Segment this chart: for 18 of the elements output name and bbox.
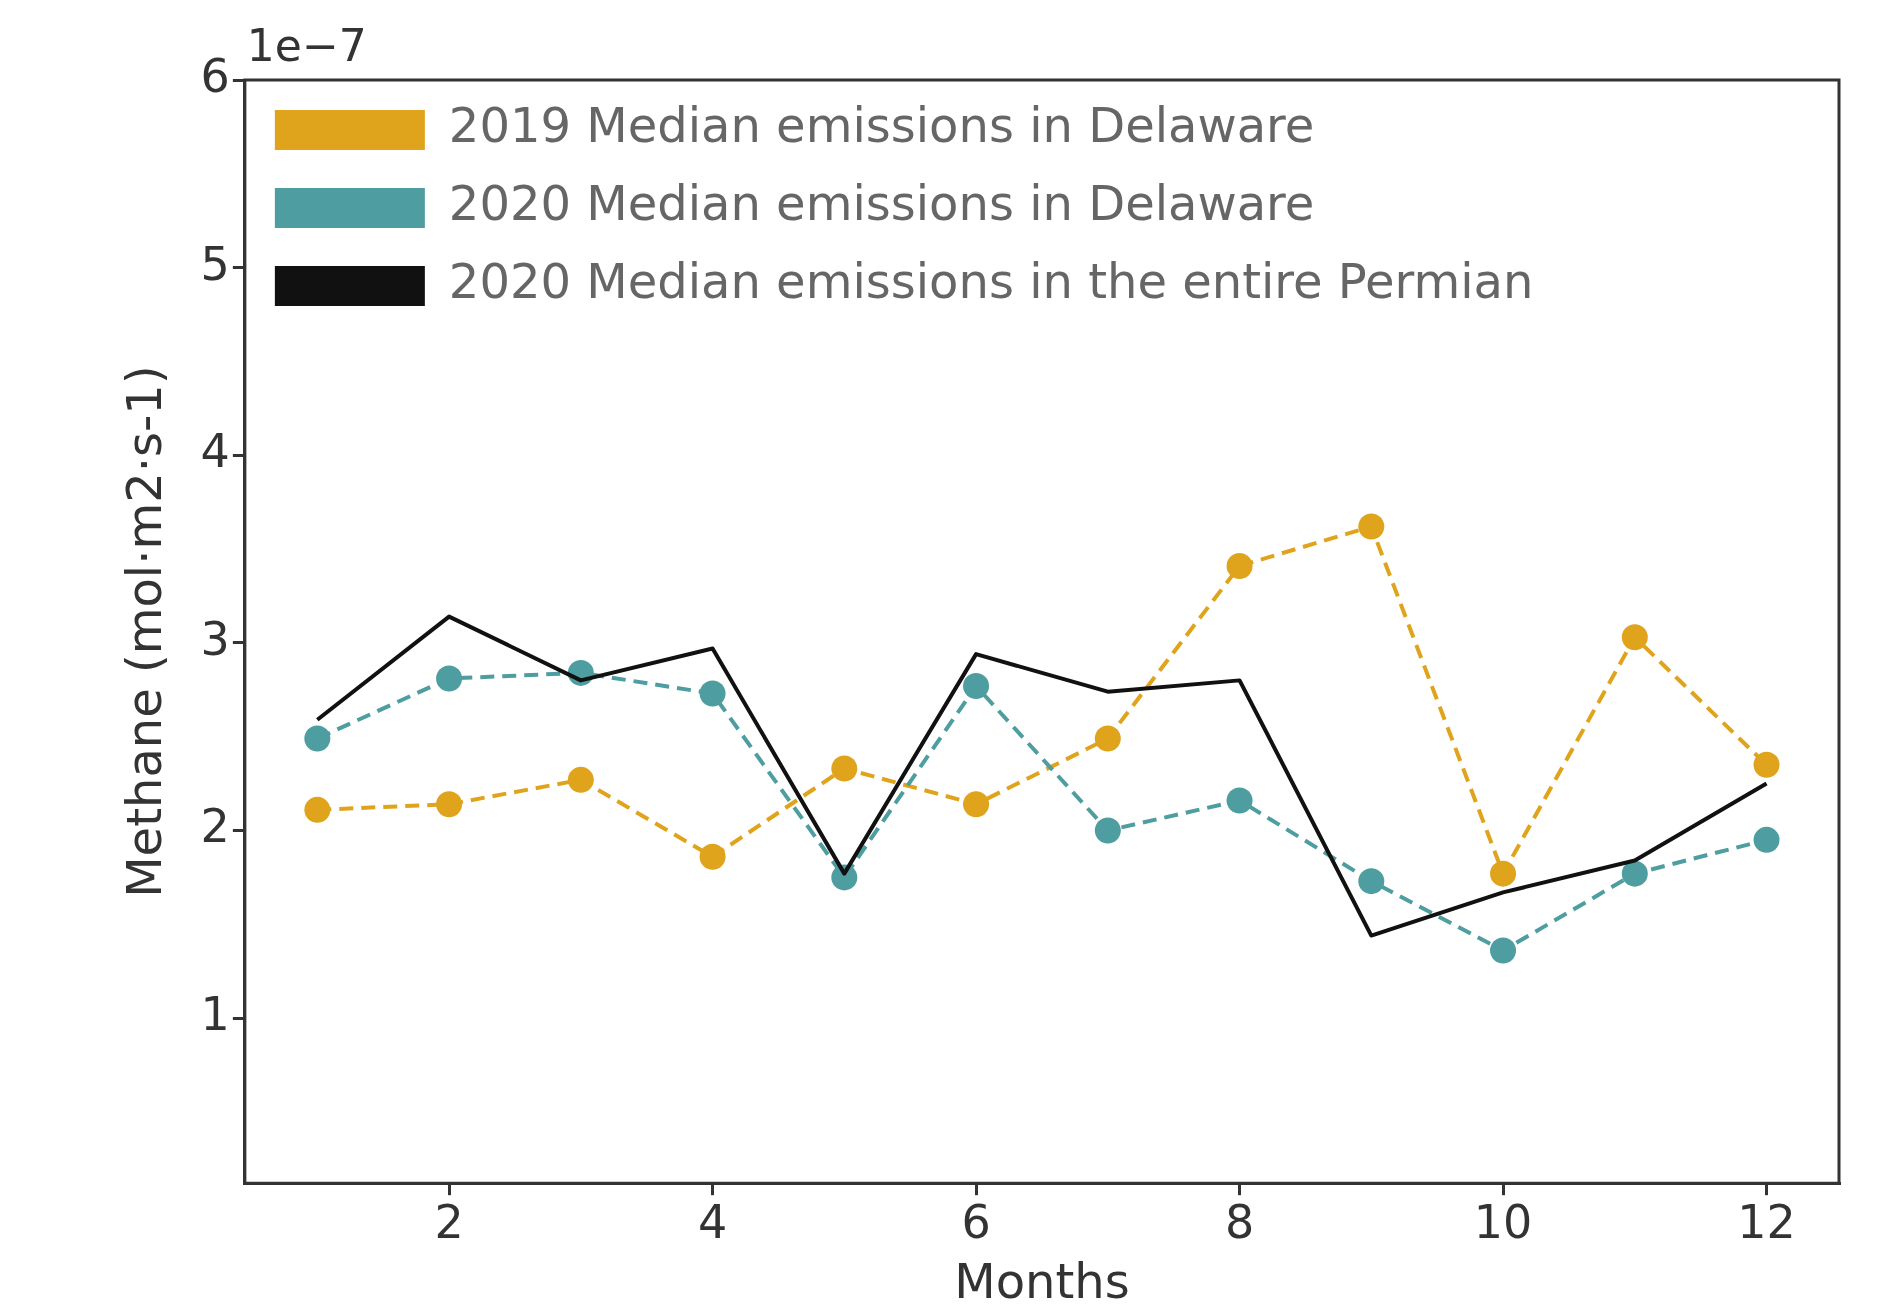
y-tick-label: 1 [200,987,230,1042]
y-axis-title: Methane (mol·m2·s-1) [116,365,173,898]
x-tick-label: 12 [1737,1194,1796,1249]
y-tick-label: 6 [200,48,230,103]
legend-label: 2020 Median emissions in the entire Permian [448,253,1534,310]
x-tick-label: 6 [961,1194,991,1249]
x-tick-label: 10 [1473,1194,1533,1249]
x-tick-label: 8 [1224,1194,1255,1249]
y-tick-label: 2 [200,799,230,854]
x-axis-title: Months [954,1252,1130,1309]
legend-label: 2019 Median emissions in Delaware [448,97,1315,154]
y-tick-label: 5 [200,236,230,291]
text: 1e−7 [246,20,367,72]
y-tick-label: 4 [200,424,230,479]
x-tick-label: 2 [434,1194,464,1249]
x-tick-label: 4 [697,1194,728,1249]
legend-label: 2020 Median emissions in Delaware [448,175,1315,232]
y-tick-label: 3 [200,611,230,666]
